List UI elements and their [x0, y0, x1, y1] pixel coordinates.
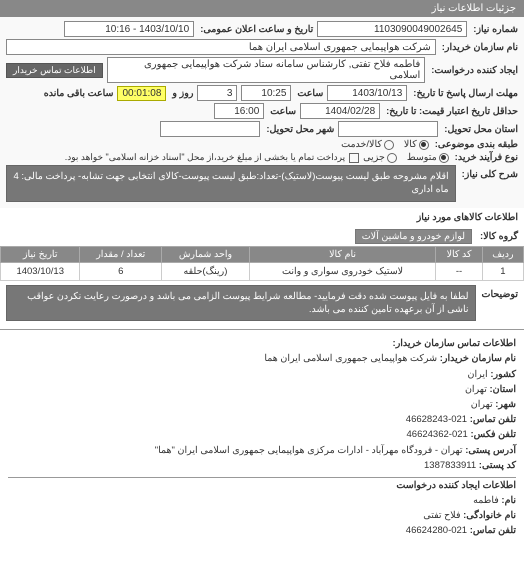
public-date-label: تاریخ و ساعت اعلان عمومی:	[200, 24, 313, 35]
buyer-info-title: اطلاعات تماس سازمان خریدار:	[8, 336, 516, 351]
deadline-send-label: مهلت ارسال پاسخ تا تاریخ:	[413, 88, 518, 99]
process-option-label: متوسط	[407, 152, 437, 163]
process-radio-group: متوسط جزیی	[363, 152, 449, 163]
buyer-city-value: تهران	[471, 399, 493, 410]
creator-name-value: فاطمه	[473, 495, 499, 506]
buyer-fax-value: 021-46624362	[407, 429, 468, 440]
payment-checkbox[interactable]	[349, 153, 359, 163]
buyer-province-value: تهران	[465, 384, 487, 395]
process-option-partial[interactable]: جزیی	[363, 152, 397, 163]
buyer-country-value: ایران	[468, 369, 488, 380]
buyer-postcode-label: کد پستی:	[479, 460, 516, 471]
deadline-price-date: 1404/02/28	[300, 103, 380, 119]
col-date: تاریخ نیاز	[1, 246, 80, 262]
org-value: شرکت هواپیمایی جمهوری اسلامی ایران هما	[6, 39, 436, 55]
creator-name-label: نام:	[501, 495, 516, 506]
cell-row: 1	[482, 262, 523, 280]
deadline-price-time-label: ساعت	[270, 106, 296, 117]
group-label: گروه کالا:	[480, 231, 518, 242]
category-option-kala-khedmat[interactable]: کالا/خدمت	[341, 139, 394, 150]
table-row: 1 -- لاستیک خودروی سواری و وانت (رینگ)حل…	[1, 262, 524, 280]
buyer-country-label: کشور:	[490, 369, 516, 380]
items-section-title: اطلاعات کالاهای مورد نیاز	[0, 208, 524, 227]
cell-code: --	[436, 262, 483, 280]
category-option-label: کالا	[404, 139, 417, 150]
form-area: شماره نیاز: 1103090049002645 تاریخ و ساع…	[0, 17, 524, 208]
cell-unit: (رینگ)حلقه	[162, 262, 250, 280]
desc-value: اقلام مشروحه طبق لیست پیوست(لاستیک)-تعدا…	[6, 165, 456, 202]
items-table: ردیف کد کالا نام کالا واحد شمارش تعداد /…	[0, 246, 524, 281]
province-value	[338, 121, 438, 137]
creator-phone-label: تلفن تماس:	[470, 525, 516, 536]
cell-name: لاستیک خودروی سواری و وانت	[249, 262, 435, 280]
radio-icon	[439, 153, 449, 163]
buyer-org-value: شرکت هواپیمایی جمهوری اسلامی ایران هما	[264, 353, 437, 364]
buyer-postcode-value: 1387833911	[424, 460, 476, 471]
radio-icon	[384, 140, 394, 150]
buyer-phone-label: تلفن تماس:	[470, 414, 516, 425]
cell-date: 1403/10/13	[1, 262, 80, 280]
buyer-province-label: استان:	[489, 384, 516, 395]
buyer-fax-label: تلفن فکس:	[470, 429, 516, 440]
public-date-value: 1403/10/10 - 10:16	[64, 21, 194, 37]
category-option-label: کالا/خدمت	[341, 139, 382, 150]
buyer-contact-button[interactable]: اطلاعات تماس خریدار	[6, 63, 103, 78]
radio-icon	[387, 153, 397, 163]
buyer-phone-value: 021-46628243	[406, 414, 467, 425]
cell-qty: 6	[80, 262, 162, 280]
deadline-price-time: 16:00	[214, 103, 264, 119]
process-option-label: جزیی	[363, 152, 385, 163]
page-header: جزئیات اطلاعات نیاز	[0, 0, 524, 17]
creator-phone-value: 021-46624280	[406, 525, 467, 536]
category-label: طبقه بندی موضوعی:	[435, 139, 518, 150]
col-row: ردیف	[482, 246, 523, 262]
creator-family-label: نام خانوادگی:	[463, 510, 516, 521]
countdown-suffix: ساعت باقی مانده	[44, 88, 114, 99]
province-label: استان محل تحویل:	[444, 124, 518, 135]
deadline-send-time: 10:25	[241, 85, 291, 101]
req-number-value: 1103090049002645	[317, 21, 467, 37]
buyer-postal-label: آدرس پستی:	[465, 445, 516, 456]
deadline-send-time-label: ساعت	[297, 88, 323, 99]
process-option-medium[interactable]: متوسط	[407, 152, 449, 163]
buyer-info-block: اطلاعات تماس سازمان خریدار: نام سازمان خ…	[0, 330, 524, 544]
deadline-send-date: 1403/10/13	[327, 85, 407, 101]
radio-icon	[419, 140, 429, 150]
creator-value: فاطمه فلاح تفتی, کارشناس سامانه ستاد شرک…	[107, 57, 426, 83]
req-number-label: شماره نیاز:	[473, 24, 518, 35]
category-option-kala[interactable]: کالا	[404, 139, 429, 150]
deadline-price-label: حداقل تاریخ اعتبار قیمت: تا تاریخ:	[386, 106, 518, 117]
creator-label: ایجاد کننده درخواست:	[431, 65, 518, 76]
notes-value: لطفا به فایل پیوست شده دقت فرمایید- مطال…	[6, 285, 476, 322]
page-title: جزئیات اطلاعات نیاز	[432, 3, 516, 14]
desc-label: شرح کلی نیاز:	[462, 165, 518, 180]
buyer-org-label: نام سازمان خریدار:	[440, 353, 516, 364]
buyer-city-label: شهر:	[495, 399, 516, 410]
group-chip: لوازم خودرو و ماشین آلات	[355, 229, 472, 244]
buyer-postal-value: تهران - فرودگاه مهرآباد - ادارات مرکزی ه…	[155, 445, 463, 456]
days-value: 3	[197, 85, 237, 101]
col-code: کد کالا	[436, 246, 483, 262]
category-radio-group: کالا کالا/خدمت	[341, 139, 429, 150]
countdown-value: 00:01:08	[117, 86, 166, 101]
creator-family-value: فلاح تفتی	[423, 510, 460, 521]
col-name: نام کالا	[249, 246, 435, 262]
creator-info-title: اطلاعات ایجاد کننده درخواست	[8, 478, 516, 493]
process-label: نوع فرآیند خرید:	[455, 152, 518, 163]
city-value	[160, 121, 260, 137]
col-qty: تعداد / مقدار	[80, 246, 162, 262]
col-unit: واحد شمارش	[162, 246, 250, 262]
city-label: شهر محل تحویل:	[266, 124, 334, 135]
org-label: نام سازمان خریدار:	[442, 42, 518, 53]
notes-label: توضیحات	[482, 285, 518, 300]
days-label: روز و	[172, 88, 193, 99]
payment-note: پرداخت تمام یا بخشی از مبلغ خرید،از محل …	[65, 152, 345, 163]
